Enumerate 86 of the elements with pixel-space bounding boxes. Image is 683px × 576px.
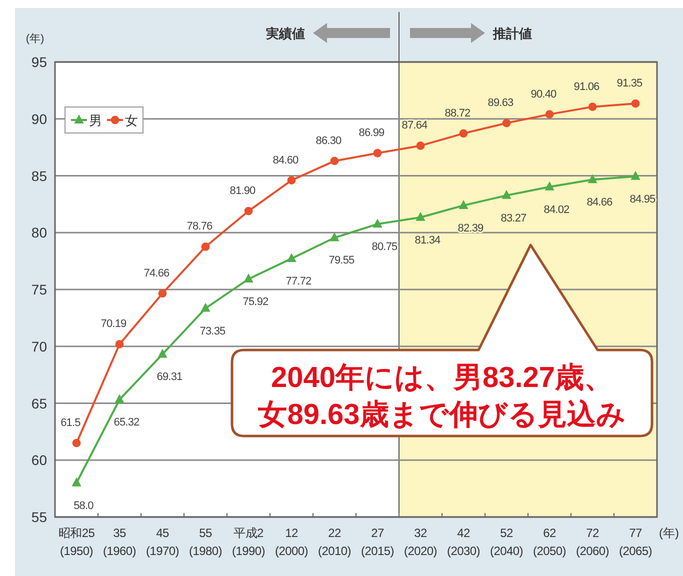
text: 実績値 xyxy=(265,26,305,41)
x-tick-label: 12 (2000) xyxy=(275,526,308,558)
x-tick-label: 22 (2010) xyxy=(318,526,352,558)
data-label: 75.92 xyxy=(242,296,269,308)
data-label: 58.0 xyxy=(74,500,94,512)
data-label: 80.75 xyxy=(372,241,398,254)
point xyxy=(158,348,168,358)
x-tick-label: 35 (1960) xyxy=(103,526,136,558)
legend-label: 女 xyxy=(125,113,138,128)
point xyxy=(330,232,340,242)
y-tick-label: 80 xyxy=(31,224,48,241)
x-tick-label: 27 (2015) xyxy=(361,526,394,558)
data-label: 84.95 xyxy=(630,193,656,206)
point xyxy=(286,253,296,262)
y-tick-label: 75 xyxy=(31,282,48,298)
y-tick-label: 60 xyxy=(31,452,48,468)
y-tick-label: 70 xyxy=(31,338,48,354)
y-tick-label: 55 xyxy=(31,509,48,525)
x-tick-label: 45 (1970) xyxy=(146,526,180,558)
x-tick-label: 42 (2030) xyxy=(447,526,480,558)
point xyxy=(630,170,640,180)
point xyxy=(502,190,512,199)
x-tick-label: 32 (2020) xyxy=(404,526,438,558)
data-label: 69.31 xyxy=(156,371,183,384)
data-label: 83.27 xyxy=(500,212,527,224)
point xyxy=(588,174,598,184)
point xyxy=(244,274,254,283)
x-tick-label: 55 (1980) xyxy=(189,526,222,558)
data-label: 73.35 xyxy=(200,325,226,338)
x-tick-label: 72 (2060) xyxy=(576,526,610,558)
point xyxy=(416,212,426,221)
x-tick-label: 52 (2040) xyxy=(490,526,524,558)
y-tick-label: 90 xyxy=(31,110,48,127)
point xyxy=(114,394,124,404)
data-label: 81.90 xyxy=(230,185,256,198)
point xyxy=(631,99,640,108)
data-label: 84.60 xyxy=(272,154,299,166)
data-label: 86.30 xyxy=(316,134,342,147)
data-label: 74.66 xyxy=(144,267,170,280)
point xyxy=(72,438,81,448)
data-label: 65.32 xyxy=(114,416,140,429)
data-label: 82.39 xyxy=(458,222,484,234)
data-label: 87.64 xyxy=(402,120,428,132)
annotation: 2040年には、男83.27歳、女89.63歳まで伸びる見込み xyxy=(257,362,626,431)
point xyxy=(244,206,253,216)
data-label: 61.5 xyxy=(60,417,81,430)
x-tick-label: 平成2 (1990) xyxy=(232,526,266,558)
point xyxy=(158,289,167,298)
point xyxy=(330,156,339,166)
data-label: 70.19 xyxy=(100,318,127,330)
data-label: 79.55 xyxy=(328,254,355,267)
data-label: 84.02 xyxy=(544,204,570,216)
point xyxy=(373,148,382,158)
x-tick-label: 77 (2065) xyxy=(619,526,652,558)
point xyxy=(458,200,468,209)
x-axis-title: (年) xyxy=(659,526,679,540)
point xyxy=(502,118,511,128)
point xyxy=(287,176,296,184)
data-label: 78.76 xyxy=(186,220,213,233)
point xyxy=(115,340,124,348)
data-label: 88.72 xyxy=(444,107,471,120)
data-label: 84.66 xyxy=(586,196,613,209)
band-label: 推計値 xyxy=(492,26,532,41)
data-label: 86.99 xyxy=(358,127,385,140)
point xyxy=(372,218,382,228)
y-tick-label: 95 xyxy=(31,54,48,70)
x-tick-label: 昭和25 (1950) xyxy=(58,526,96,558)
point xyxy=(459,129,468,138)
y-tick-label: 65 xyxy=(31,395,48,412)
point xyxy=(200,302,210,312)
y-tick-label: 85 xyxy=(31,168,48,184)
legend-label: 男 xyxy=(89,113,102,128)
point xyxy=(544,181,554,190)
data-label: 90.40 xyxy=(530,88,557,100)
data-label: 91.06 xyxy=(574,80,600,93)
point xyxy=(588,102,597,112)
data-label: 77.72 xyxy=(286,276,312,288)
y-axis-title: (年) xyxy=(26,33,44,45)
point xyxy=(416,142,425,150)
data-label: 81.34 xyxy=(414,234,441,246)
point xyxy=(545,110,554,119)
point xyxy=(201,242,210,251)
data-label: 91.35 xyxy=(616,78,643,90)
x-tick-label: 62 (2050) xyxy=(533,526,566,558)
point xyxy=(72,477,82,486)
data-label: 89.63 xyxy=(488,97,514,110)
